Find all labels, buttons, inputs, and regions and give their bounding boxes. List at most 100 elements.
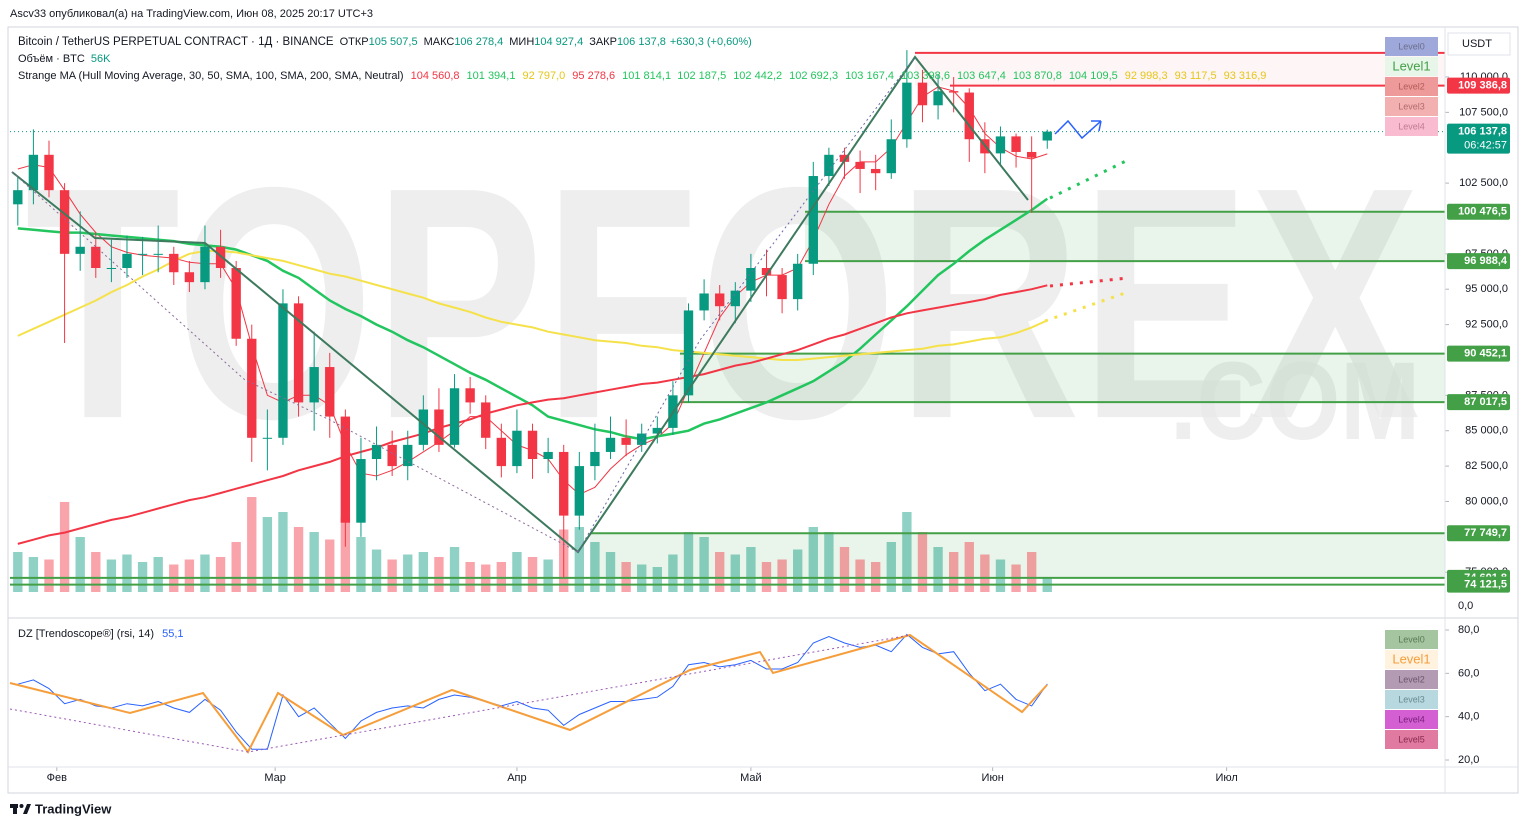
volume-bar bbox=[652, 567, 662, 592]
volume-bar bbox=[683, 532, 694, 592]
volume-bar bbox=[527, 557, 538, 592]
candle-body bbox=[761, 267, 772, 276]
zones-layer bbox=[590, 51, 1445, 578]
volume-bar bbox=[340, 517, 351, 592]
candle-body bbox=[356, 459, 366, 523]
y-tick-label: 85 000,0 bbox=[1465, 425, 1508, 437]
volume-zero-label: 0,0 bbox=[1458, 600, 1473, 612]
volume-bar bbox=[13, 552, 23, 592]
candle-body bbox=[559, 451, 569, 516]
candle-body bbox=[855, 161, 865, 169]
candle-body bbox=[153, 253, 163, 255]
volume-bar bbox=[730, 554, 740, 592]
volume-bar bbox=[262, 517, 273, 592]
candle-body bbox=[948, 91, 959, 93]
candle-body bbox=[106, 267, 117, 269]
level-legend-box bbox=[1385, 37, 1438, 56]
projection bbox=[1049, 158, 1129, 200]
volume-bar bbox=[91, 552, 101, 592]
volume-name: Объём · BTC bbox=[18, 53, 85, 65]
volume-bar bbox=[293, 527, 304, 592]
candle-body bbox=[371, 444, 382, 460]
volume-bar bbox=[153, 557, 163, 592]
candle-body bbox=[434, 409, 444, 445]
legend-indicator: Strange MA (Hull Moving Average, 30, 50,… bbox=[18, 70, 1266, 82]
level-legend-label: Level1 bbox=[1392, 58, 1430, 73]
candle-body bbox=[543, 451, 553, 460]
level-legend-box bbox=[1385, 117, 1438, 136]
candle-body bbox=[403, 444, 413, 467]
y-tick-label: 102 500,0 bbox=[1459, 177, 1508, 189]
volume-bar bbox=[371, 549, 382, 592]
x-tick-label: Апр bbox=[507, 772, 526, 784]
volume-bar bbox=[948, 552, 959, 592]
ohlc-label: ОТКР bbox=[340, 36, 369, 48]
volume-bar bbox=[543, 559, 553, 592]
legend-rsi: DZ [Trendoscope®] (rsi, 14) 55,1 bbox=[18, 628, 184, 640]
indicator-value: 104 560,8 bbox=[411, 70, 460, 82]
volume-bar bbox=[278, 512, 288, 592]
candle-body bbox=[917, 82, 928, 106]
x-tick-label: Июн bbox=[982, 772, 1004, 784]
level-legend-box bbox=[1385, 97, 1438, 116]
ohlc-label: МИН bbox=[509, 36, 534, 48]
rsi-legend-box bbox=[1385, 650, 1438, 669]
ohlc-value: 106 137,8 bbox=[617, 36, 666, 48]
volume-bar bbox=[855, 559, 865, 592]
candle-body bbox=[325, 367, 335, 417]
forecast-arrow bbox=[1054, 119, 1102, 140]
level-label: 96 988,4 bbox=[1464, 255, 1508, 267]
rsi-legend-box bbox=[1385, 670, 1438, 689]
level-legend-label: Level0 bbox=[1398, 41, 1425, 51]
indicator-value: 92 797,0 bbox=[522, 70, 565, 82]
trend-zigzag bbox=[11, 55, 1029, 554]
rsi-legend-label: Level1 bbox=[1392, 651, 1430, 666]
candle-body bbox=[340, 416, 351, 523]
candle-body bbox=[481, 402, 491, 438]
volume-bar bbox=[28, 557, 39, 592]
y-tick-label: 95 000,0 bbox=[1465, 283, 1508, 295]
ohlc-label: МАКС bbox=[424, 36, 455, 48]
rsi-y-tick-label: 60,0 bbox=[1458, 667, 1479, 679]
volume-bar bbox=[964, 542, 974, 592]
candle-body bbox=[200, 246, 210, 283]
x-tick-label: Фев bbox=[47, 772, 67, 784]
candle-body bbox=[590, 451, 600, 467]
level-label: 100 476,5 bbox=[1458, 206, 1507, 218]
lines-layer bbox=[10, 84, 1445, 750]
volume-bar bbox=[917, 532, 928, 592]
volume-bar bbox=[106, 559, 117, 592]
volume-bar bbox=[886, 542, 896, 592]
rsi-legend-box bbox=[1385, 690, 1438, 709]
candle-body bbox=[777, 275, 787, 300]
ohlc-label: ЗАКР bbox=[589, 36, 617, 48]
candle-body bbox=[1026, 151, 1037, 158]
volume-bar bbox=[839, 547, 850, 592]
rsi-legend-label: Level4 bbox=[1398, 714, 1425, 724]
candle-body bbox=[91, 246, 101, 268]
footer-brand: TradingView bbox=[35, 801, 112, 816]
candle-body bbox=[122, 253, 132, 268]
rsi-legend-box bbox=[1385, 730, 1438, 749]
candle-body bbox=[293, 303, 304, 403]
level-label-box bbox=[1447, 525, 1510, 542]
candle-body bbox=[137, 253, 148, 255]
indicator-value: 93 117,5 bbox=[1175, 70, 1217, 82]
footer-logo bbox=[10, 804, 31, 814]
candle-body bbox=[1042, 131, 1052, 141]
volume-bar bbox=[808, 527, 818, 592]
current-price-label: 106 137,8 bbox=[1458, 126, 1507, 138]
level-legend-box bbox=[1385, 77, 1438, 96]
level-legend-box bbox=[1385, 57, 1438, 76]
volume-bar bbox=[418, 552, 429, 592]
volume-bar bbox=[512, 552, 522, 592]
candle-body bbox=[512, 430, 522, 467]
volume-bar bbox=[387, 559, 397, 592]
volume-bar bbox=[824, 532, 834, 592]
y-tick-label: 80 000,0 bbox=[1465, 495, 1508, 507]
indicator-name: Strange MA (Hull Moving Average, 30, 50,… bbox=[18, 70, 404, 82]
support-zone bbox=[680, 353, 1445, 403]
volume-bar bbox=[902, 512, 912, 592]
